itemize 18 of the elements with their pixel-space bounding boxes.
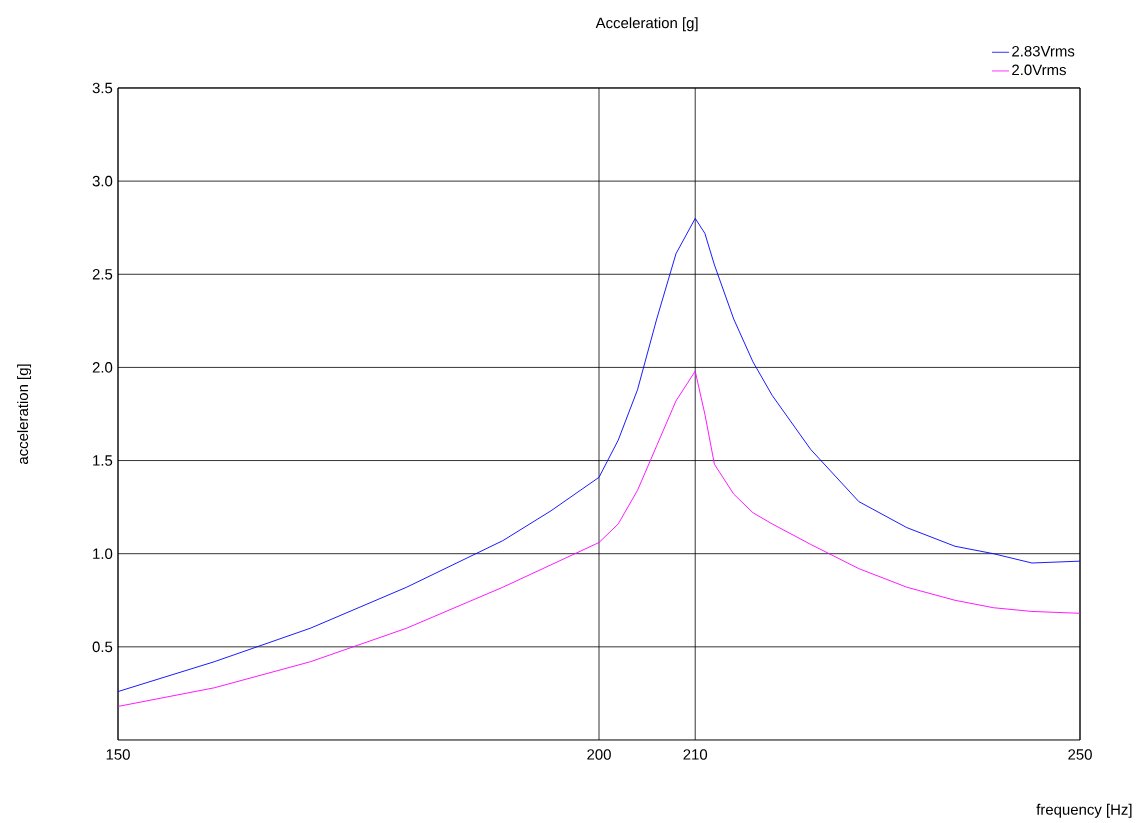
- y-tick-label: 1.5: [93, 455, 113, 466]
- chart-title: Acceleration [g]: [595, 17, 698, 32]
- y-tick-label: 1.0: [93, 548, 113, 559]
- legend-label: 2.83Vrms: [1012, 45, 1075, 57]
- y-tick-label: 2.0: [92, 362, 113, 373]
- x-tick-label: 210: [683, 749, 708, 760]
- x-tick-label: 150: [106, 749, 130, 760]
- y-tick-label: 3.5: [92, 82, 113, 94]
- line-series: [118, 217, 1081, 692]
- legend-label: 2.0Vrms: [1012, 64, 1066, 76]
- y-tick-label: 2.5: [92, 268, 113, 280]
- y-axis-title: acceleration [g]: [17, 364, 32, 465]
- y-tick-label: 0.5: [92, 641, 113, 653]
- x-tick-label: 200: [587, 749, 611, 760]
- x-tick-label: 250: [1068, 749, 1092, 760]
- x-axis-title: frequency [Hz]: [1036, 803, 1132, 818]
- line-series: [118, 370, 1081, 707]
- y-tick-label: 3.0: [92, 175, 113, 187]
